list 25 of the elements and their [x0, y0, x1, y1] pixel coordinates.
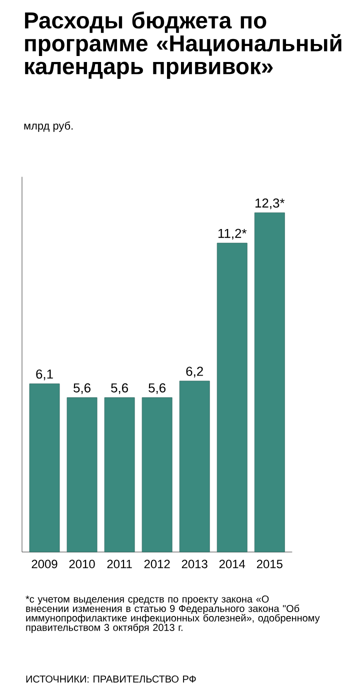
bar [254, 212, 285, 552]
data-label: 12,3* [256, 198, 285, 210]
data-label: 5,6 [74, 383, 90, 394]
x-tick-label: 2012 [144, 560, 170, 568]
data-label: 5,6 [111, 383, 128, 394]
chart-subtitle: млрд руб. [24, 122, 73, 132]
data-label: 6,1 [36, 370, 53, 380]
x-tick-label: 2009 [32, 560, 58, 568]
x-tick-label: 2010 [69, 560, 95, 568]
bar [216, 242, 248, 552]
bar [29, 384, 60, 552]
x-tick-label: 2011 [107, 560, 132, 568]
chart-title: Расходы бюджета по программе «Национальный календарь прививок» [25, 12, 342, 79]
x-tick-label: 2013 [182, 560, 208, 568]
bar [142, 397, 172, 552]
text: ИСТОЧНИКИ: ПРАВИТЕЛЬСТВО РФ [26, 676, 196, 683]
bar [66, 397, 98, 552]
bar [104, 397, 135, 552]
data-label: 6,2 [186, 366, 203, 378]
data-label: 11,2* [218, 228, 247, 240]
x-tick-label: 2014 [219, 560, 246, 568]
text: *с учетом выделения средств по проекту закона «О внесении изменения в статью 9 Федерального закона "Об иммунопрофилактике инфекционных болезней», одобренному правительством 3 октября 2013 г. [26, 596, 320, 633]
data-label: 5,6 [148, 383, 166, 394]
x-tick-label: 2015 [256, 560, 282, 568]
bar [179, 380, 210, 552]
